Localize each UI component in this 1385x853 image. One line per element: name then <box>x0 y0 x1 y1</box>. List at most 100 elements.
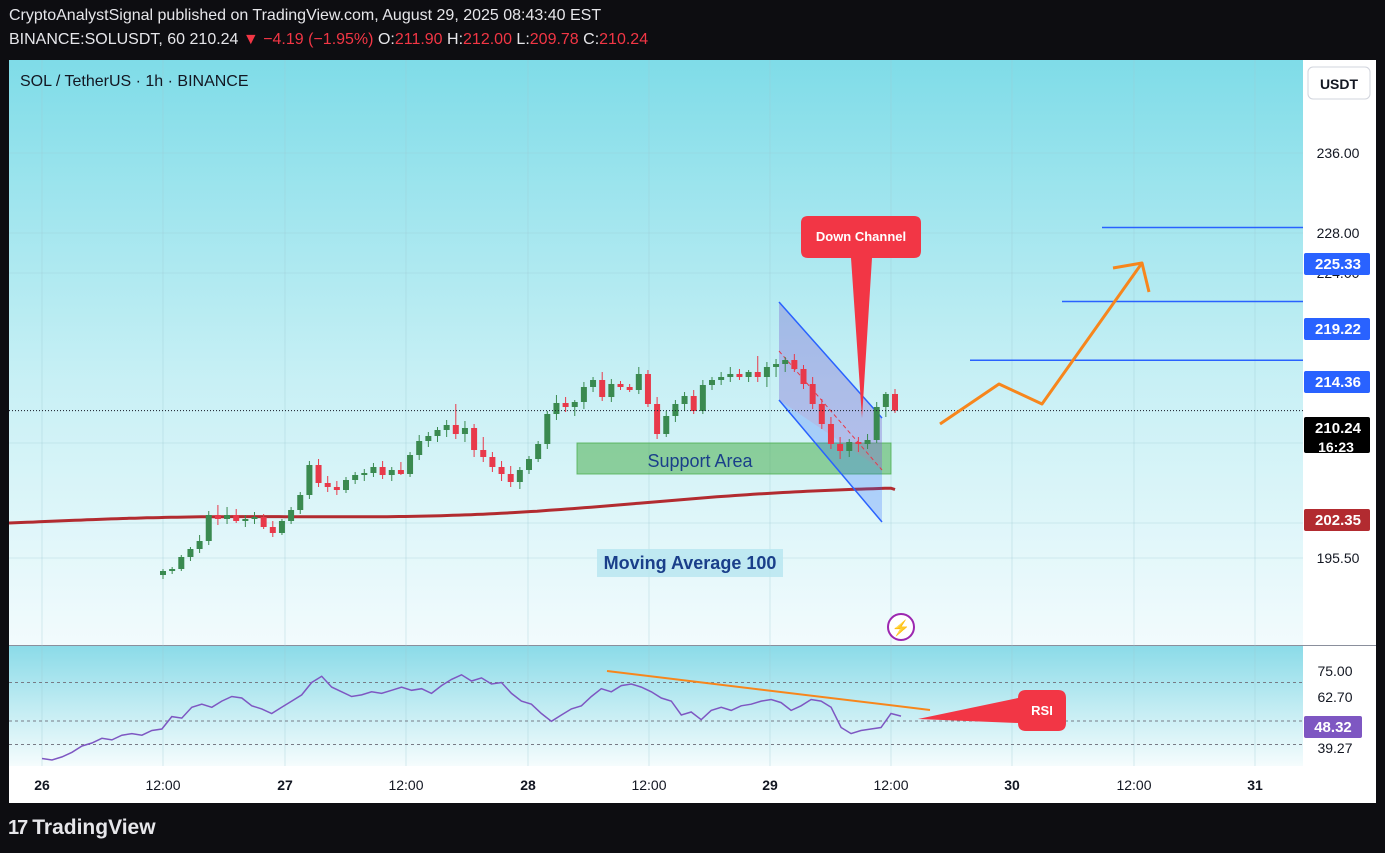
candle-body <box>562 403 569 407</box>
price-tick-label: 195.50 <box>1317 550 1360 566</box>
candle-body <box>672 404 679 416</box>
symbol-info: BINANCE:SOLUSDT, 60 <box>9 31 186 48</box>
low-value: 209.78 <box>529 31 579 48</box>
rsi-callout-label: RSI <box>1031 703 1053 718</box>
candle-body <box>498 467 505 474</box>
candle-body <box>855 442 862 444</box>
moving-average-label-box <box>597 549 783 577</box>
candle-body <box>654 404 661 434</box>
candle-body <box>663 416 670 434</box>
candle-body <box>690 396 697 411</box>
candle-body <box>516 470 523 482</box>
rsi-value-label: 48.32 <box>1314 719 1352 736</box>
candle-body <box>461 428 468 434</box>
rsi-tick-label: 62.70 <box>1317 689 1352 705</box>
rsi-pane: RSI 75.00 62.70 48.32 39.27 <box>9 663 1362 761</box>
candle-body <box>882 394 889 407</box>
candle-body <box>800 369 807 384</box>
high-label: H: <box>447 31 464 48</box>
rsi-callout <box>918 690 1066 731</box>
chart-title: SOL / TetherUS · 1h · BINANCE <box>20 73 249 90</box>
candle-body <box>251 517 258 519</box>
down-channel-mid <box>778 350 883 471</box>
currency-badge <box>1307 66 1371 100</box>
candle-body <box>590 380 597 387</box>
down-channel-callout <box>801 216 921 418</box>
candle-body <box>160 571 166 575</box>
price-label: 202.35 <box>1315 512 1361 529</box>
time-tick-label: 26 <box>34 777 50 793</box>
candle-body <box>324 483 331 487</box>
candle-body <box>535 444 542 459</box>
candle-body <box>571 402 578 407</box>
candle-body <box>809 384 816 404</box>
candle-body <box>278 521 285 533</box>
candle-body <box>233 515 240 521</box>
candle-body <box>452 425 459 434</box>
brand-name: TradingView <box>32 816 156 839</box>
annotations-layer: ⚡ <box>887 613 915 641</box>
candle-body <box>370 467 377 473</box>
down-channel-layer: Down Channel <box>778 216 921 523</box>
footer <box>0 803 1385 853</box>
candle-body <box>434 430 441 436</box>
flash-icon-glyph: ⚡ <box>892 619 911 637</box>
low-label: L: <box>516 31 530 48</box>
axes-layer: 26 12:00 27 12:00 28 12:00 29 12:00 30 12:00 31 236… <box>34 66 1371 793</box>
candle-body <box>736 374 743 377</box>
projection-arrow-head <box>1112 261 1151 293</box>
candle-body <box>763 367 770 377</box>
price-pane-background <box>9 60 1303 645</box>
candle-body <box>709 380 715 385</box>
price-label: 210.24 <box>1315 420 1362 437</box>
candle-body <box>727 374 734 377</box>
rsi-line <box>41 673 902 761</box>
candle-body <box>526 459 532 470</box>
candle-body <box>617 384 624 387</box>
candle-body <box>178 557 185 569</box>
candle-body <box>507 474 514 482</box>
candle-body <box>480 450 487 457</box>
candle-body <box>288 510 295 521</box>
candle-body <box>343 480 349 490</box>
candle-body <box>205 515 212 541</box>
target-levels-layer <box>939 226 1303 426</box>
candle-body <box>745 372 752 377</box>
candle-body <box>837 444 844 451</box>
publish-line: CryptoAnalystSignal published on Trading… <box>9 7 602 24</box>
time-tick-label: 12:00 <box>145 777 180 793</box>
rsi-tick-label: 39.27 <box>1317 740 1352 756</box>
rsi-value-box <box>1304 716 1362 738</box>
candle-body <box>791 360 798 369</box>
price-tick-label: 236.00 <box>1317 145 1360 161</box>
price-label-box <box>1304 318 1370 340</box>
projection-arrow <box>939 262 1144 426</box>
tradingview-logo-icon: 17 <box>8 816 28 839</box>
candle-body <box>818 404 825 424</box>
candle-body <box>599 380 606 397</box>
time-tick-label: 29 <box>762 777 778 793</box>
tradingview-brand[interactable]: 17 TradingView <box>8 816 156 840</box>
candle-body <box>489 457 496 467</box>
down-channel-upper <box>778 301 883 419</box>
candle-body <box>580 387 587 402</box>
candle-body <box>260 517 267 527</box>
candle-body <box>846 442 853 451</box>
high-value: 212.00 <box>463 31 512 48</box>
candle-body <box>544 414 551 444</box>
candle-body <box>333 487 340 490</box>
candle-body <box>352 475 359 480</box>
last-price: 210.24 <box>189 31 239 48</box>
price-chart[interactable]: RSI 75.00 62.70 48.32 39.27 Moving Average 1… <box>0 0 1385 803</box>
time-tick-label: 31 <box>1247 777 1263 793</box>
candles-layer <box>9 354 1303 579</box>
candle-body <box>443 425 450 430</box>
candle-body <box>269 527 276 533</box>
price-label: 219.22 <box>1315 321 1361 338</box>
open-value: 211.90 <box>394 31 443 48</box>
candle-body <box>773 364 780 367</box>
time-tick-label: 12:00 <box>873 777 908 793</box>
down-channel-fill <box>779 302 882 522</box>
price-tick-label: 228.00 <box>1317 225 1360 241</box>
moving-average-line <box>8 486 896 525</box>
